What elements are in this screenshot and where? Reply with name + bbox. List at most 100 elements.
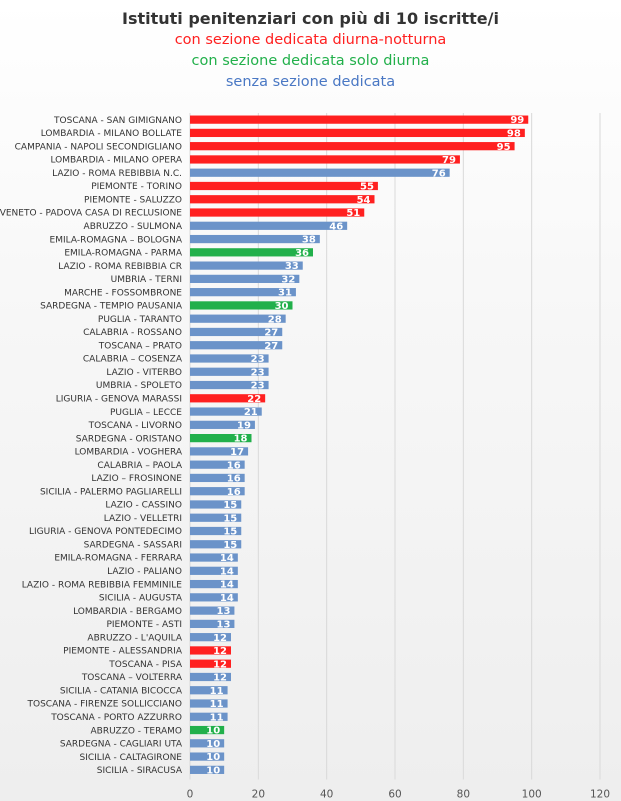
bar	[190, 659, 231, 668]
category-label: SICILIA - SIRACUSA	[97, 766, 183, 776]
legend-line-senza-sezione: senza sezione dedicata	[225, 74, 396, 90]
bar	[190, 487, 245, 496]
bar	[190, 646, 231, 655]
category-label: UMBRIA - TERNI	[111, 275, 182, 285]
bar	[190, 261, 303, 270]
value-label: 55	[360, 182, 374, 193]
bar	[190, 195, 375, 204]
category-label: SARDEGNA - TEMPIO PAUSANIA	[40, 302, 183, 312]
value-label: 11	[210, 686, 224, 697]
category-label: CAMPANIA - NAPOLI SECONDIGLIANO	[15, 142, 182, 152]
value-label: 28	[268, 314, 282, 325]
category-label: LOMBARDIA - MILANO BOLLATE	[41, 129, 183, 139]
bar	[190, 327, 283, 337]
bar	[190, 593, 238, 602]
bar	[190, 725, 225, 735]
bar	[190, 686, 228, 695]
category-label: ABRUZZO - SULMONA	[84, 222, 183, 232]
value-label: 95	[497, 142, 511, 153]
value-label: 32	[281, 274, 295, 285]
bar	[190, 473, 245, 483]
value-label: 11	[210, 712, 224, 723]
value-label: 10	[206, 752, 220, 763]
value-label: 21	[244, 407, 258, 418]
value-label: 15	[223, 513, 237, 524]
value-label: 27	[264, 328, 278, 339]
value-label: 14	[220, 593, 234, 604]
value-label: 15	[223, 540, 237, 551]
category-label: SARDEGNA - ORISTANO	[76, 434, 182, 444]
value-label: 12	[213, 633, 227, 644]
value-label: 23	[251, 381, 265, 392]
category-label: SICILIA - CATANIA BICOCCA	[60, 686, 183, 696]
category-label: CALABRIA - ROSSANO	[83, 328, 182, 338]
x-tick-label: 60	[388, 789, 401, 801]
value-label: 10	[206, 739, 220, 750]
value-label: 14	[220, 580, 234, 591]
legend-line-solo-diurna: con sezione dedicata solo diurna	[191, 53, 430, 69]
category-label: SICILIA - AUGUSTA	[99, 594, 183, 604]
legend-line-diurna-notturna: con sezione dedicata diurna-notturna	[174, 32, 447, 48]
chart-header: Istituti penitenziari con più di 10 iscr…	[0, 8, 621, 93]
value-label: 33	[285, 261, 299, 272]
category-label: LOMBARDIA - BERGAMO	[73, 607, 182, 617]
category-label: LOMBARDIA - MILANO OPERA	[50, 156, 182, 166]
category-label: UMBRIA - SPOLETO	[96, 381, 182, 391]
bar	[190, 301, 293, 310]
value-label: 14	[220, 553, 234, 564]
bar	[190, 447, 249, 456]
category-label: ABRUZZO - L'AQUILA	[87, 633, 182, 643]
bar	[190, 526, 242, 536]
category-label: LAZIO - ROMA REBIBBIA N.C.	[52, 169, 182, 179]
category-label: VENETO - PADOVA CASA DI RECLUSIONE	[0, 209, 182, 219]
value-label: 15	[223, 527, 237, 538]
category-label: SICILIA - PALERMO PAGLIARELLI	[40, 487, 182, 497]
category-label: LAZIO - VELLETRI	[104, 514, 182, 524]
category-label: LAZIO - ROMA REBIBBIA CR	[58, 262, 182, 272]
bar	[190, 394, 266, 403]
value-label: 23	[251, 354, 265, 365]
bar	[190, 460, 245, 469]
value-label: 31	[278, 288, 292, 299]
bar	[190, 380, 269, 390]
category-label: LAZIO - ROMA REBIBBIA FEMMINILE	[22, 580, 183, 590]
value-label: 13	[216, 606, 230, 617]
bar	[190, 765, 225, 774]
bar	[190, 579, 238, 589]
category-label: TOSCANA - FIRENZE SOLLICCIANO	[27, 700, 183, 710]
value-label: 23	[251, 367, 265, 378]
bar	[190, 606, 235, 615]
value-label: 98	[507, 129, 521, 140]
bar	[190, 341, 283, 350]
bar	[190, 739, 225, 748]
bar	[190, 221, 348, 230]
bar	[190, 288, 296, 297]
category-label: TOSCANA - PORTO AZZURRO	[50, 713, 182, 723]
category-label: LAZIO - PALIANO	[107, 567, 182, 577]
x-tick-label: 100	[522, 789, 542, 801]
x-tick-label: 20	[252, 789, 265, 801]
value-label: 10	[206, 765, 220, 776]
category-label: ABRUZZO - TERAMO	[91, 726, 182, 736]
bar	[190, 699, 228, 708]
value-label: 99	[510, 115, 524, 126]
value-label: 79	[442, 155, 456, 166]
category-label: TOSCANA – PRATO	[98, 341, 182, 351]
bar	[190, 712, 228, 721]
category-label: PUGLIA – LECCE	[110, 408, 182, 418]
bar	[190, 115, 529, 124]
bar	[190, 274, 300, 283]
bar	[190, 633, 231, 642]
bar	[190, 314, 286, 323]
category-label: PIEMONTE - SALUZZO	[84, 195, 182, 205]
value-label: 10	[206, 726, 220, 737]
value-label: 14	[220, 566, 234, 577]
value-label: 13	[216, 619, 230, 630]
value-label: 12	[213, 659, 227, 670]
category-label: EMILA-ROMAGNA - FERRARA	[54, 554, 183, 564]
category-label: PIEMONTE - ASTI	[106, 620, 182, 630]
category-label: PIEMONTE - ALESSANDRIA	[63, 647, 183, 657]
bar	[190, 420, 255, 429]
bar	[190, 128, 525, 138]
